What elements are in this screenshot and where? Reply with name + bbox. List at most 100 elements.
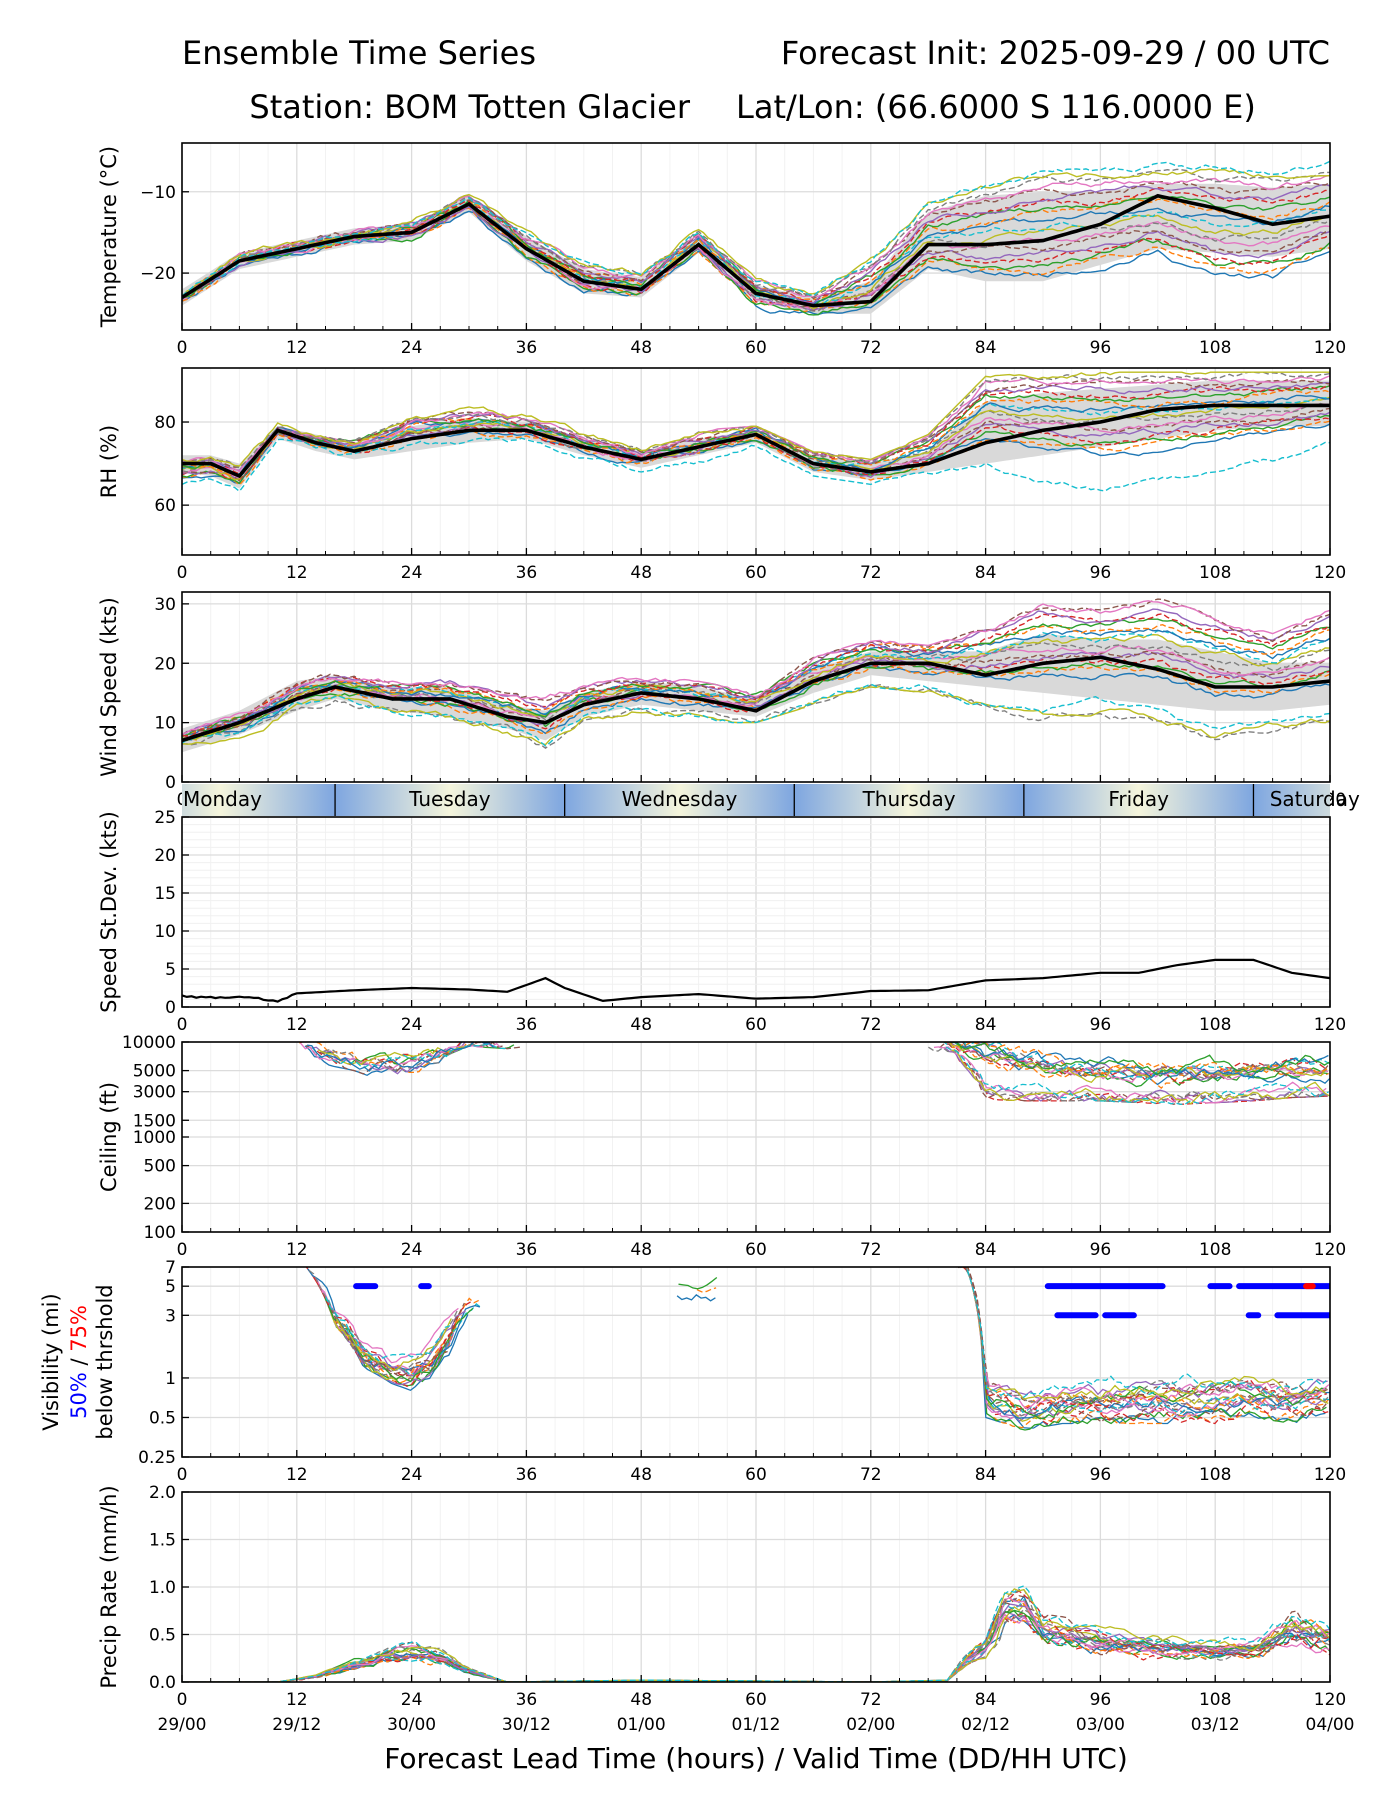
ceiling-y-tick-label: 3000 [133, 1083, 176, 1103]
speed-stdev-x-tick-label: 24 [401, 1015, 423, 1035]
visibility-member-line [313, 1276, 472, 1377]
ceiling-x-tick-label: 120 [1314, 1240, 1346, 1260]
temperature-member-line [182, 203, 1330, 310]
ceiling-member-line [945, 1046, 1329, 1105]
relative-humidity-x-tick-label: 24 [401, 563, 423, 583]
temperature-x-tick-label: 12 [286, 338, 308, 358]
valid-time-label: 01/12 [732, 1715, 781, 1735]
visibility-series-group [305, 1267, 1330, 1431]
speed-stdev-x-tick-label: 120 [1314, 1015, 1346, 1035]
precip-rate-y-tick-label: 0.5 [149, 1626, 176, 1646]
wind-speed-member-line [182, 618, 1330, 737]
valid-time-label: 02/00 [846, 1715, 895, 1735]
visibility-member-line [962, 1267, 1328, 1411]
ceiling-x-tick-label: 96 [1090, 1240, 1112, 1260]
speed-stdev-x-tick-label: 12 [286, 1015, 308, 1035]
speed-stdev-x-tick-label: 84 [975, 1015, 997, 1035]
visibility-member-line [323, 1296, 474, 1383]
figure-title: Ensemble Time Series [182, 34, 536, 72]
ceiling-series-group [299, 1042, 1330, 1105]
relative-humidity-y-tick-label: 60 [154, 496, 176, 516]
visibility-y-tick-label: 0.5 [149, 1408, 176, 1428]
precip-rate-y-axis-label: Precip Rate (mm/h) [97, 1485, 121, 1688]
visibility-legend-75pct: 75% [67, 1305, 91, 1352]
precip-rate-y-tick-label: 2.0 [149, 1483, 176, 1503]
speed-stdev-x-tick-label: 96 [1090, 1015, 1112, 1035]
visibility-member-line [977, 1312, 1328, 1420]
precip-rate-x-tick-label: 0 [177, 1690, 188, 1710]
ceiling-frame [181, 1041, 1331, 1233]
precip-rate-y-tick-label: 0.0 [149, 1673, 176, 1693]
valid-time-label: 29/12 [272, 1715, 321, 1735]
temperature-x-tick-label: 72 [860, 338, 882, 358]
wind-speed-panel: 010203001224364860728496108120Wind Speed… [97, 591, 1346, 810]
panels: −10−200 12 24 36 48 60 72 84 96 108 120Temperature… [39, 142, 1360, 1735]
visibility-member-line [696, 1287, 717, 1293]
temperature-y-tick-label: −20 [140, 264, 176, 284]
ceiling-x-tick-label: 48 [630, 1240, 652, 1260]
visibility-member-line [676, 1294, 716, 1302]
temperature-x-tick-label: 24 [401, 338, 423, 358]
visibility-member-line [966, 1270, 1327, 1431]
day-segment [794, 784, 1024, 816]
speed-stdev-y-tick-label: 10 [154, 922, 176, 942]
wind-speed-y-tick-label: 30 [154, 595, 176, 615]
visibility-y-tick-label: 5 [165, 1277, 176, 1297]
day-segment [1253, 784, 1330, 816]
day-label: Friday [1108, 787, 1169, 811]
day-segment [1023, 784, 1254, 816]
visibility-member-line [964, 1267, 1329, 1405]
precip-rate-x-tick-label: 36 [516, 1690, 538, 1710]
temperature-ensemble-mean-line [182, 193, 1330, 308]
relative-humidity-frame [181, 367, 1331, 556]
relative-humidity-member-line [182, 437, 1330, 493]
precip-rate-frame [181, 1491, 1331, 1683]
visibility-frame [181, 1266, 1331, 1458]
relative-humidity-member-line [182, 385, 1330, 475]
valid-time-label: 30/00 [387, 1715, 436, 1735]
day-label: Wednesday [622, 787, 738, 811]
day-label: Saturday [1270, 787, 1360, 811]
day-label: Thursday [862, 787, 956, 811]
ceiling-x-tick-label: 84 [975, 1240, 997, 1260]
ceiling-member-line [955, 1042, 1330, 1076]
precip-rate-x-tick-label: 60 [745, 1690, 767, 1710]
wind-speed-y-tick-label: 20 [154, 654, 176, 674]
day-label: Tuesday [408, 787, 491, 811]
temperature-y-tick-label: −10 [140, 183, 176, 203]
ceiling-x-tick-label: 24 [401, 1240, 423, 1260]
visibility-member-line [979, 1328, 1330, 1419]
relative-humidity-x-tick-label: 60 [745, 563, 767, 583]
precip-rate-x-tick-label: 120 [1314, 1690, 1346, 1710]
visibility-member-line [981, 1338, 1327, 1420]
relative-humidity-x-tick-label: 84 [975, 563, 997, 583]
valid-time-label: 04/00 [1306, 1715, 1355, 1735]
visibility-member-line [960, 1267, 1330, 1415]
visibility-x-tick-label: 60 [745, 1465, 767, 1485]
valid-time-label: 30/12 [502, 1715, 551, 1735]
visibility-member-line [965, 1267, 1330, 1405]
relative-humidity-ensemble-mean-line [182, 403, 1330, 479]
temperature-x-tick-label: 0 [177, 338, 188, 358]
ceiling-y-tick-label: 1000 [133, 1128, 176, 1148]
ceiling-member-line [953, 1042, 1329, 1079]
visibility-x-tick-label: 48 [630, 1465, 652, 1485]
visibility-member-line [985, 1375, 1326, 1401]
precip-rate-x-tick-label: 48 [630, 1690, 652, 1710]
temperature-panel: −10 −20 0 12 24 36 48 60 72 84 96 108 120 Temperature… [97, 142, 1346, 358]
wind-speed-member-line [182, 598, 1330, 736]
ceiling-y-tick-label: 100 [144, 1223, 176, 1243]
relative-humidity-member-line [182, 371, 1330, 467]
visibility-y-tick-label: 1 [165, 1369, 176, 1389]
day-segment [335, 784, 565, 816]
day-segment [182, 784, 336, 816]
wind-speed-frame [181, 591, 1331, 783]
relative-humidity-member-line [182, 396, 1330, 479]
visibility-panel: 0.25 0.5 1 3 57 0 12 24 36 48 60 72 84 96 108 120 Visibi… [39, 1258, 1346, 1485]
relative-humidity-series-group [182, 371, 1330, 493]
ceiling-y-tick-label: 500 [144, 1157, 176, 1177]
speed-stdev-x-tick-label: 108 [1199, 1015, 1231, 1035]
speed-stdev-y-tick-label: 25 [154, 808, 176, 828]
relative-humidity-y-tick-label: 80 [154, 413, 176, 433]
